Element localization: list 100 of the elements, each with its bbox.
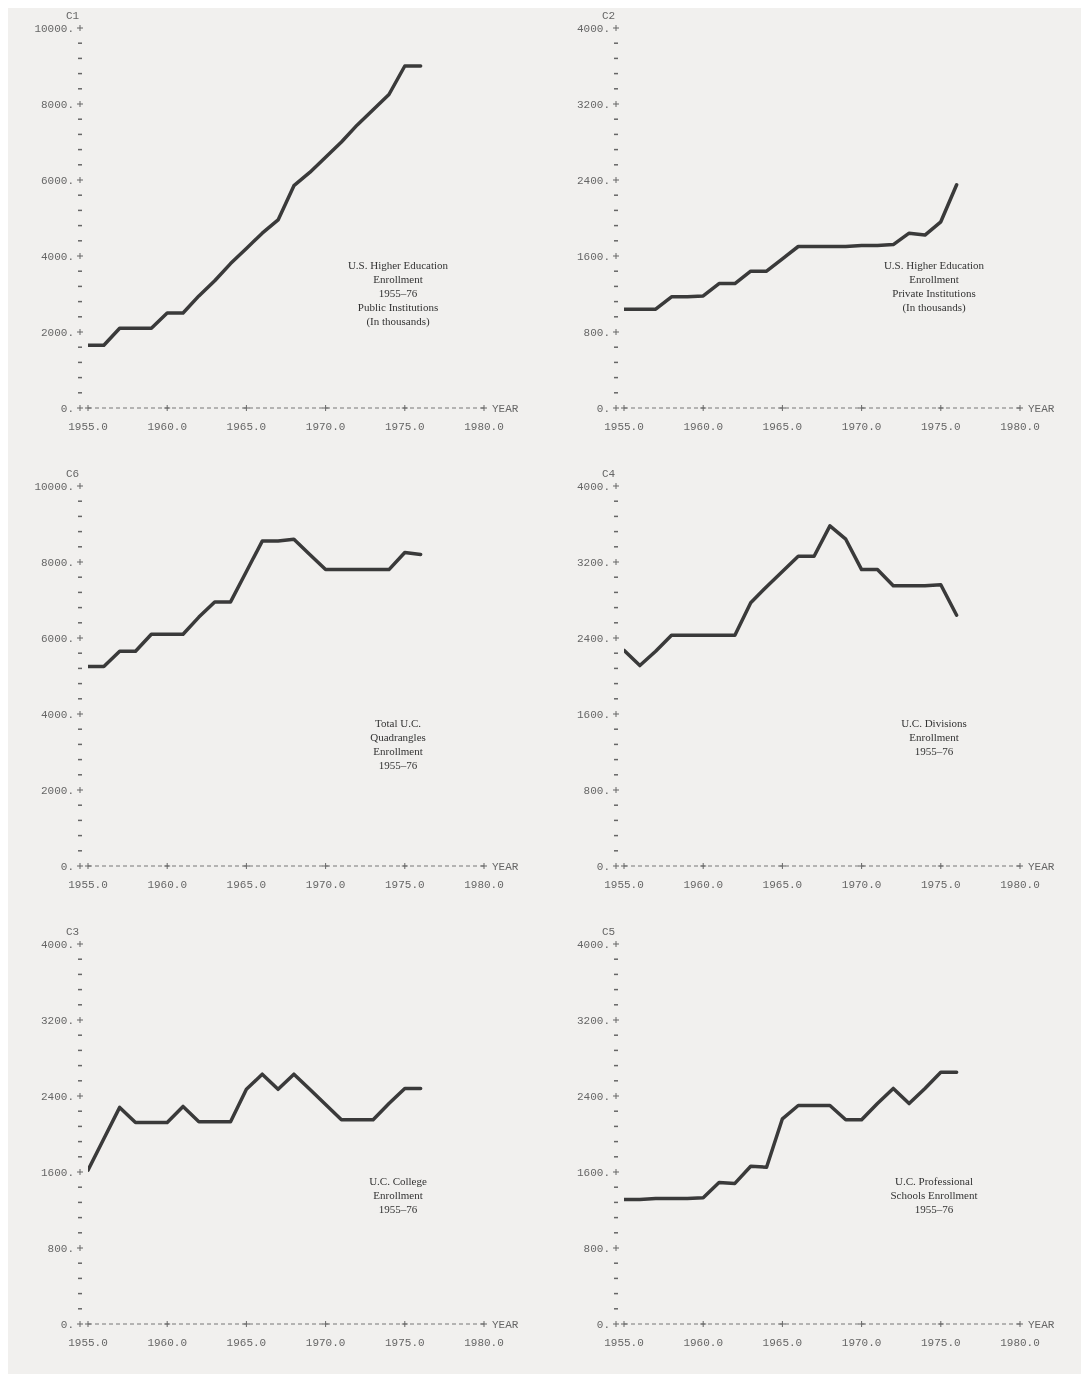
y-tick-label: 4000. [40, 251, 74, 263]
y-tick-label: 2400. [576, 633, 610, 645]
y-tick-label: 0. [596, 861, 610, 873]
x-tick-label: 1965.0 [226, 1337, 267, 1349]
x-tick-label: 1960.0 [683, 879, 723, 891]
x-tick-label: 1980.0 [1000, 1337, 1040, 1349]
y-tick-label: 4000. [40, 709, 74, 721]
annotation: Enrollment [908, 730, 960, 744]
x-tick-label: 1970.0 [305, 421, 346, 433]
annotation: 1955–76 [913, 744, 955, 758]
y-tick-label: 800. [583, 785, 610, 797]
x-axis-title: YEAR [492, 1318, 519, 1331]
x-tick-label: 1970.0 [305, 1337, 346, 1349]
annotation: Schools Enrollment [889, 1188, 979, 1202]
x-tick-label: 1955.0 [604, 879, 644, 891]
x-axis-title: YEAR [492, 860, 519, 873]
y-tick-label: 2000. [40, 327, 74, 339]
y-tick-label: 10000. [34, 481, 74, 493]
y-tick-label: 1600. [576, 251, 610, 263]
y-tick-label: 8000. [40, 557, 74, 569]
y-axis-title: C4 [602, 468, 616, 480]
y-tick-label: 2400. [40, 1091, 74, 1103]
y-tick-label: 4000. [576, 939, 610, 951]
y-tick-label: 0. [60, 861, 74, 873]
x-tick-label: 1960.0 [147, 1337, 187, 1349]
y-tick-label: 4000. [576, 481, 610, 493]
y-tick-label: 0. [60, 1319, 74, 1331]
x-tick-label: 1975.0 [921, 1337, 961, 1349]
annotation: 1955–76 [377, 286, 419, 300]
x-tick-label: 1955.0 [68, 879, 108, 891]
x-tick-label: 1975.0 [921, 879, 961, 891]
x-tick-label: 1975.0 [385, 1337, 425, 1349]
y-tick-label: 10000. [34, 23, 74, 35]
x-axis-title: YEAR [1028, 860, 1055, 873]
x-tick-label: 1955.0 [604, 1337, 644, 1349]
y-tick-label: 1600. [576, 1167, 610, 1179]
y-tick-label: 0. [596, 403, 610, 415]
annotation: Enrollment [372, 272, 424, 286]
annotation: (In thousands) [901, 300, 967, 314]
x-tick-label: 1955.0 [68, 1337, 108, 1349]
y-tick-label: 800. [583, 1243, 610, 1255]
y-tick-label: 3200. [576, 557, 610, 569]
x-tick-label: 1965.0 [762, 879, 803, 891]
line-series [88, 537, 423, 669]
x-tick-label: 1975.0 [921, 421, 961, 433]
x-tick-label: 1960.0 [147, 879, 187, 891]
annotation: 1955–76 [913, 1202, 955, 1216]
x-tick-label: 1965.0 [226, 421, 267, 433]
y-tick-label: 6000. [40, 633, 74, 645]
y-tick-label: 6000. [40, 175, 74, 187]
y-tick-label: 2400. [576, 175, 610, 187]
annotation: Enrollment [372, 744, 424, 758]
x-tick-label: 1970.0 [305, 879, 346, 891]
x-tick-label: 1960.0 [683, 421, 723, 433]
y-tick-label: 800. [47, 1243, 74, 1255]
y-tick-label: 4000. [576, 23, 610, 35]
y-tick-label: 3200. [576, 1015, 610, 1027]
y-axis-title: C3 [66, 926, 80, 938]
annotation: U.C. Professional [894, 1174, 974, 1188]
y-tick-label: 8000. [40, 99, 74, 111]
annotation: (In thousands) [365, 314, 431, 328]
y-tick-label: 2400. [576, 1091, 610, 1103]
x-tick-label: 1965.0 [762, 421, 803, 433]
line-series [624, 524, 959, 668]
y-axis-title: C2 [602, 10, 616, 22]
annotation: Quadrangles [369, 730, 427, 744]
annotation: Enrollment [372, 1188, 424, 1202]
x-axis-title: YEAR [492, 402, 519, 415]
y-tick-label: 0. [596, 1319, 610, 1331]
y-tick-label: 800. [583, 327, 610, 339]
y-tick-label: 2000. [40, 785, 74, 797]
x-tick-label: 1960.0 [147, 421, 187, 433]
y-axis-title: C1 [66, 10, 80, 22]
y-tick-label: 3200. [576, 99, 610, 111]
x-tick-label: 1955.0 [604, 421, 644, 433]
x-tick-label: 1980.0 [464, 421, 504, 433]
x-tick-label: 1975.0 [385, 421, 425, 433]
annotation: 1955–76 [377, 758, 419, 772]
x-tick-label: 1970.0 [841, 1337, 882, 1349]
x-tick-label: 1980.0 [1000, 879, 1040, 891]
x-tick-label: 1980.0 [464, 879, 504, 891]
x-tick-label: 1965.0 [762, 1337, 803, 1349]
x-tick-label: 1970.0 [841, 879, 882, 891]
annotation: 1955–76 [377, 1202, 419, 1216]
annotation: U.C. Divisions [900, 716, 968, 730]
x-tick-label: 1975.0 [385, 879, 425, 891]
annotation: Enrollment [908, 272, 960, 286]
x-axis-title: YEAR [1028, 402, 1055, 415]
x-axis-title: YEAR [1028, 1318, 1055, 1331]
annotation: Total U.C. [374, 716, 422, 730]
x-tick-label: 1980.0 [464, 1337, 504, 1349]
line-series [88, 1072, 423, 1172]
x-tick-label: 1970.0 [841, 421, 882, 433]
annotation: Private Institutions [891, 286, 977, 300]
y-tick-label: 1600. [576, 709, 610, 721]
y-tick-label: 4000. [40, 939, 74, 951]
annotation: U.S. Higher Education [346, 258, 450, 272]
y-tick-label: 1600. [40, 1167, 74, 1179]
x-tick-label: 1965.0 [226, 879, 267, 891]
annotation: U.S. Higher Education [882, 258, 986, 272]
